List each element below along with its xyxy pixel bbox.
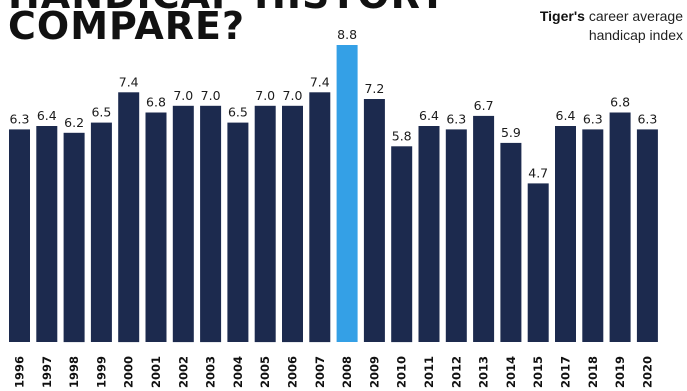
headline-line-2: COMPARE?: [8, 4, 246, 48]
x-tick-2013: 2013: [477, 356, 491, 388]
x-tick-2010: 2010: [395, 356, 409, 388]
x-tick-2011: 2011: [422, 356, 436, 388]
bar-2010: [391, 146, 413, 343]
value-label-2001: 6.8: [146, 95, 166, 110]
value-label-2008: 8.8: [337, 27, 357, 42]
value-label-2017: 6.4: [556, 108, 576, 123]
value-label-1999: 6.5: [91, 105, 111, 120]
value-label-2011: 6.4: [419, 108, 439, 123]
value-label-2018: 6.3: [583, 111, 603, 126]
bar-2011: [418, 126, 440, 342]
x-tick-2004: 2004: [231, 356, 245, 388]
headline-line-1: HANDICAP HISTORY: [8, 0, 447, 14]
x-tick-2008: 2008: [340, 356, 354, 388]
bar-2020: [636, 129, 658, 342]
value-label-2019: 6.8: [610, 95, 630, 110]
value-label-2014: 5.9: [501, 125, 521, 140]
subtitle-bold: Tiger's: [539, 8, 585, 24]
subtitle-rest: career average: [584, 8, 683, 24]
value-label-2002: 7.0: [173, 88, 193, 103]
value-label-1996: 6.3: [10, 111, 30, 126]
value-label-2007: 7.4: [310, 74, 330, 89]
bar-2019: [609, 112, 631, 342]
x-tick-1998: 1998: [67, 356, 81, 388]
x-tick-2005: 2005: [258, 356, 272, 388]
x-tick-2009: 2009: [367, 356, 381, 388]
bar-2005: [254, 105, 276, 343]
x-tick-2015: 2015: [531, 356, 545, 388]
value-label-2005: 7.0: [255, 88, 275, 103]
subtitle-line-2: handicap index: [588, 27, 683, 43]
value-label-1997: 6.4: [37, 108, 57, 123]
bar-1996: [9, 129, 30, 342]
bar-1997: [36, 126, 58, 342]
bar-2008: [336, 45, 358, 342]
value-label-2020: 6.3: [637, 111, 657, 126]
value-label-2015: 4.7: [528, 165, 548, 180]
bar-2014: [500, 142, 522, 342]
x-tick-2012: 2012: [449, 356, 463, 388]
x-tick-2002: 2002: [176, 356, 190, 388]
bar-1999: [90, 122, 112, 342]
x-tick-1999: 1999: [94, 356, 108, 388]
bar-2002: [172, 105, 194, 343]
bar-2012: [445, 129, 467, 342]
value-label-2003: 7.0: [201, 88, 221, 103]
bar-2018: [582, 129, 604, 342]
bar-2009: [363, 99, 385, 342]
bar-2006: [282, 105, 303, 343]
bar-2000: [118, 92, 140, 343]
value-label-2004: 6.5: [228, 105, 248, 120]
bar-2003: [200, 105, 222, 343]
bar-2015: [527, 183, 549, 342]
bar-1998: [63, 132, 85, 343]
value-label-2013: 6.7: [474, 98, 494, 113]
chart-subtitle: Tiger's career average handicap index: [540, 7, 683, 45]
x-tick-1997: 1997: [40, 356, 54, 388]
bar-2004: [227, 122, 249, 342]
x-tick-1996: 1996: [13, 356, 27, 388]
value-label-2010: 5.8: [392, 128, 412, 143]
x-tick-2014: 2014: [504, 356, 518, 388]
x-tick-2019: 2019: [613, 356, 627, 388]
x-tick-2020: 2020: [640, 356, 654, 388]
x-tick-2003: 2003: [204, 356, 218, 388]
value-label-1998: 6.2: [64, 115, 84, 130]
x-tick-2007: 2007: [313, 356, 327, 388]
value-label-2009: 7.2: [364, 81, 384, 96]
x-tick-2017: 2017: [559, 356, 573, 388]
x-tick-2006: 2006: [286, 356, 300, 388]
value-label-2000: 7.4: [119, 74, 139, 89]
x-tick-2018: 2018: [586, 356, 600, 388]
bar-2007: [309, 92, 331, 343]
value-label-2006: 7.0: [283, 88, 303, 103]
value-label-2012: 6.3: [446, 111, 466, 126]
bar-2001: [145, 112, 167, 342]
bar-2017: [555, 126, 576, 342]
x-tick-2001: 2001: [149, 356, 163, 388]
x-tick-2000: 2000: [122, 356, 136, 388]
bar-2013: [473, 115, 495, 343]
